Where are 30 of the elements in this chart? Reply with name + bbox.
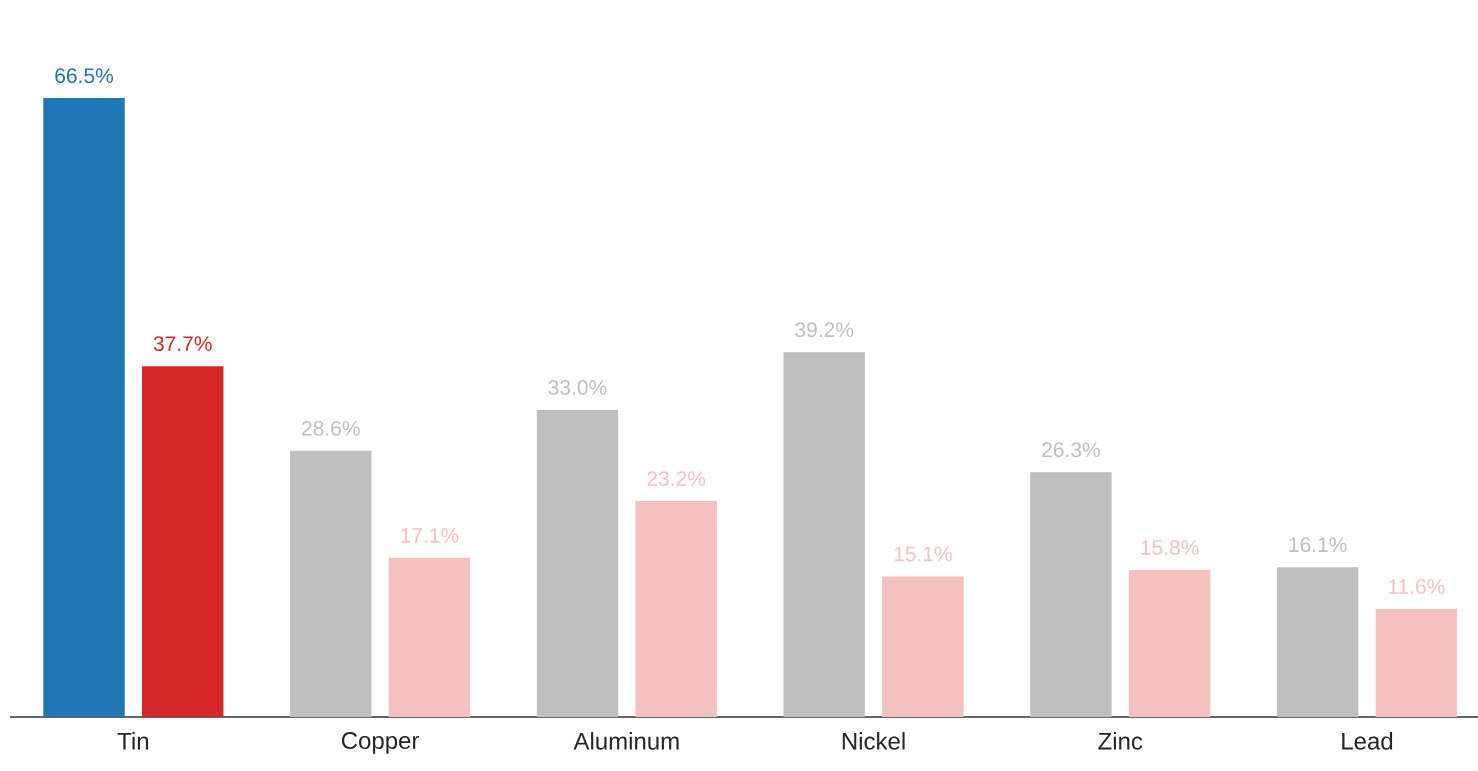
bar [1128, 569, 1211, 717]
x-tick-label: Copper [341, 732, 420, 754]
bar [1276, 567, 1359, 717]
bar [1375, 609, 1458, 717]
data-label: 15.8% [1141, 540, 1199, 555]
bar [1030, 472, 1112, 717]
x-tick-label: Zinc [1098, 732, 1143, 750]
data-label: 39.2% [795, 322, 854, 338]
data-label: 37.7% [153, 336, 212, 352]
x-tick-label: Tin [117, 732, 149, 750]
bar [43, 98, 125, 717]
bar [142, 366, 224, 717]
data-label: 28.6% [302, 420, 360, 436]
data-label: 15.1% [894, 546, 952, 562]
bar [290, 450, 372, 717]
data-label: 17.1% [401, 528, 459, 543]
data-label: 66.5% [55, 68, 114, 84]
bar [783, 352, 865, 717]
bar [635, 501, 717, 717]
bar [536, 409, 619, 717]
x-tick-label: Aluminum [573, 732, 679, 750]
data-label: 23.2% [647, 471, 706, 487]
data-label: 33.0% [548, 379, 607, 395]
data-label: 16.1% [1289, 537, 1347, 553]
bar [882, 576, 964, 717]
bar [388, 557, 471, 717]
data-label: 26.3% [1042, 442, 1100, 458]
data-label: 11.6% [1388, 579, 1445, 594]
x-tick-label: Lead [1342, 732, 1393, 750]
x-tick-label: Nickel [842, 732, 905, 750]
